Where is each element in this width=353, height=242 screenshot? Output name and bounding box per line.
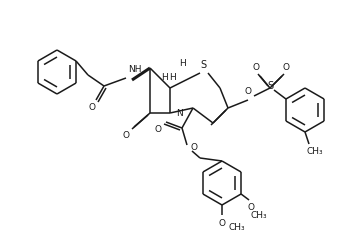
- Text: O: O: [89, 104, 96, 113]
- Text: O: O: [252, 63, 259, 73]
- Text: O: O: [122, 130, 130, 139]
- Text: O: O: [155, 124, 162, 134]
- Text: CH₃: CH₃: [229, 222, 245, 232]
- Text: CH₃: CH₃: [307, 148, 323, 157]
- Text: S: S: [267, 81, 273, 91]
- Text: O: O: [247, 203, 255, 212]
- Text: CH₃: CH₃: [251, 212, 267, 220]
- Text: H: H: [180, 59, 186, 68]
- Text: N: N: [176, 108, 183, 118]
- Text: H: H: [161, 73, 167, 82]
- Text: NH: NH: [128, 66, 142, 75]
- Text: O: O: [282, 63, 289, 73]
- Text: O: O: [245, 88, 251, 97]
- Text: S: S: [200, 60, 206, 70]
- Text: O: O: [191, 143, 197, 151]
- Text: H: H: [170, 73, 176, 82]
- Text: O: O: [219, 219, 226, 227]
